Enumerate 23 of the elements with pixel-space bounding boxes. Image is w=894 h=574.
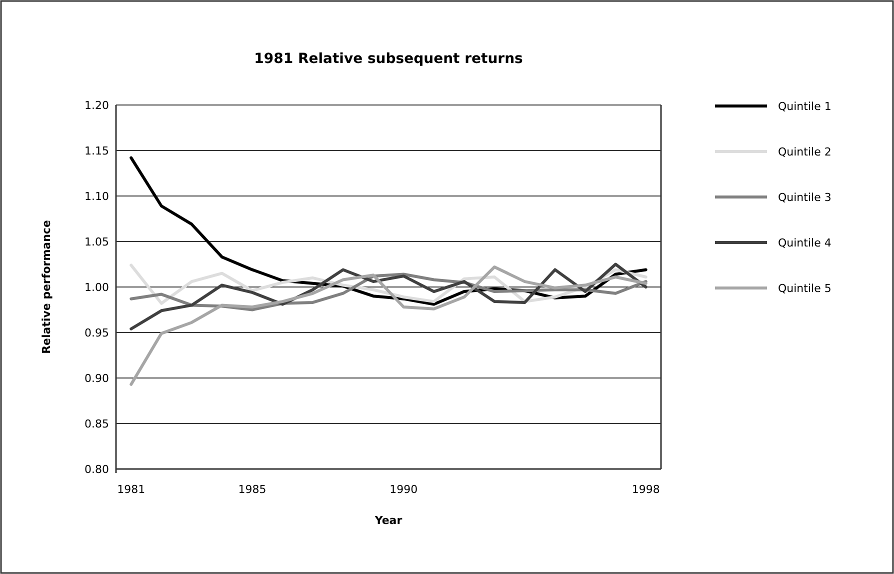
legend-label: Quintile 2 <box>778 145 832 158</box>
x-tick-label: 1998 <box>632 483 660 496</box>
y-axis-title: Relative performance <box>40 220 53 354</box>
legend-label: Quintile 5 <box>778 282 832 295</box>
line-series <box>130 265 648 386</box>
y-tick-label: 1.00 <box>84 280 109 294</box>
y-tick-label: 1.10 <box>84 190 109 203</box>
x-axis-title: Year <box>374 514 403 527</box>
chart-title: 1981 Relative subsequent returns <box>254 51 523 67</box>
legend-label: Quintile 1 <box>778 100 832 113</box>
y-tick-label: 0.90 <box>84 372 109 385</box>
legend-label: Quintile 3 <box>778 190 832 204</box>
y-tick-label: 1.15 <box>84 144 109 158</box>
y-tick-label: 0.95 <box>84 326 109 340</box>
legend-label: Quintile 4 <box>778 236 832 250</box>
x-tick-label: 1990 <box>390 483 418 496</box>
y-tick-label: 0.85 <box>84 417 109 430</box>
x-tick-label: 1981 <box>117 483 146 496</box>
y-tick-label: 1.20 <box>84 98 109 112</box>
line-series <box>130 262 648 330</box>
y-tick-label: 1.05 <box>84 235 109 248</box>
x-tick-label: 1985 <box>238 483 266 496</box>
y-tick-label: 0.80 <box>84 462 109 476</box>
